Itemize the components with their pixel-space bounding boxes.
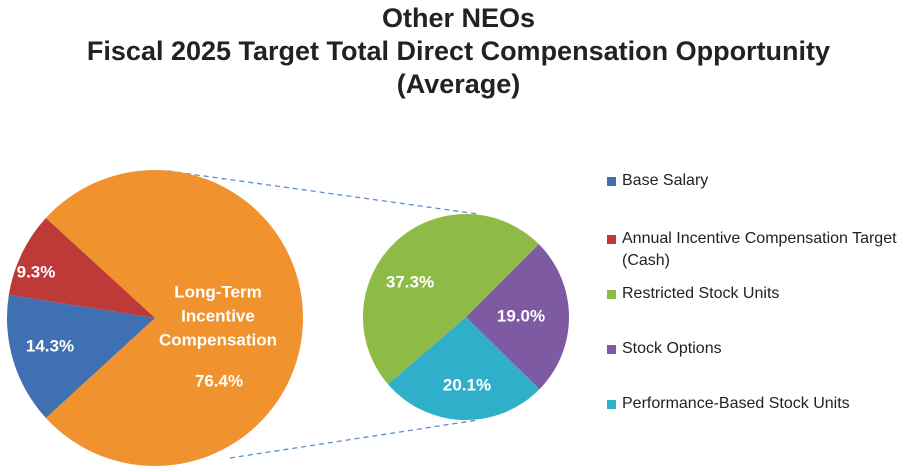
main-slice-long-term-incentive-compensation bbox=[45, 170, 304, 467]
main-slice-value-label-base-salary: 14.3% bbox=[26, 336, 74, 355]
legend-label: Annual Incentive Compensation Target (Ca… bbox=[622, 230, 897, 269]
legend-label: Stock Options bbox=[622, 340, 722, 357]
main-pie bbox=[6, 170, 304, 467]
legend-swatch bbox=[607, 235, 616, 244]
breakout-connector-lines bbox=[167, 170, 479, 459]
chart-title-line-3: (Average) bbox=[396, 69, 521, 99]
detail-slice-value-label-rsu: 37.3% bbox=[386, 272, 434, 291]
detail-slice-value-label-stock-options: 19.0% bbox=[497, 306, 545, 325]
legend-item-annual-incentive: Annual Incentive Compensation Target (Ca… bbox=[607, 228, 917, 272]
legend-item-stock-options: Stock Options bbox=[607, 338, 917, 360]
legend-label: Performance-Based Stock Units bbox=[622, 395, 850, 412]
detail-slice-value-label-psu: 20.1% bbox=[443, 375, 491, 394]
main-slice-annual-incentive-compensation-target-cash bbox=[8, 218, 155, 318]
legend-swatch bbox=[607, 290, 616, 299]
legend-swatch bbox=[607, 400, 616, 409]
main-slice-value-label-lti: 76.4% bbox=[195, 371, 243, 390]
legend-label: Restricted Stock Units bbox=[622, 285, 780, 302]
legend-item-base-salary: Base Salary bbox=[607, 170, 917, 192]
connector-line-bottom bbox=[229, 419, 479, 459]
chart-title: Other NEOs Fiscal 2025 Target Total Dire… bbox=[0, 2, 917, 101]
lti-label-line-2: Incentive bbox=[181, 306, 255, 325]
legend-swatch bbox=[607, 345, 616, 354]
legend-item-performance-based-stock-units: Performance-Based Stock Units bbox=[607, 393, 917, 415]
lti-label-line-3: Compensation bbox=[159, 330, 277, 349]
chart-title-line-2: Fiscal 2025 Target Total Direct Compensa… bbox=[86, 36, 831, 66]
detail-slice-restricted-stock-units bbox=[362, 213, 539, 385]
main-slice-base-salary bbox=[6, 294, 155, 418]
lti-label-line-1: Long-Term bbox=[174, 282, 262, 301]
connector-line-top bbox=[167, 170, 479, 215]
detail-pie bbox=[362, 213, 569, 421]
legend-item-restricted-stock-units: Restricted Stock Units bbox=[607, 283, 917, 305]
slice-labels: Long-Term Incentive Compensation 76.4% 14.3%… bbox=[17, 262, 545, 394]
detail-slice-stock-options bbox=[466, 244, 569, 390]
main-slice-value-label-annual-incentive: 9.3% bbox=[17, 262, 56, 281]
legend-label: Base Salary bbox=[622, 172, 709, 189]
chart-title-line-1: Other NEOs bbox=[381, 3, 536, 33]
detail-slice-performance-based-stock-units bbox=[387, 317, 540, 421]
legend-swatch bbox=[607, 177, 616, 186]
